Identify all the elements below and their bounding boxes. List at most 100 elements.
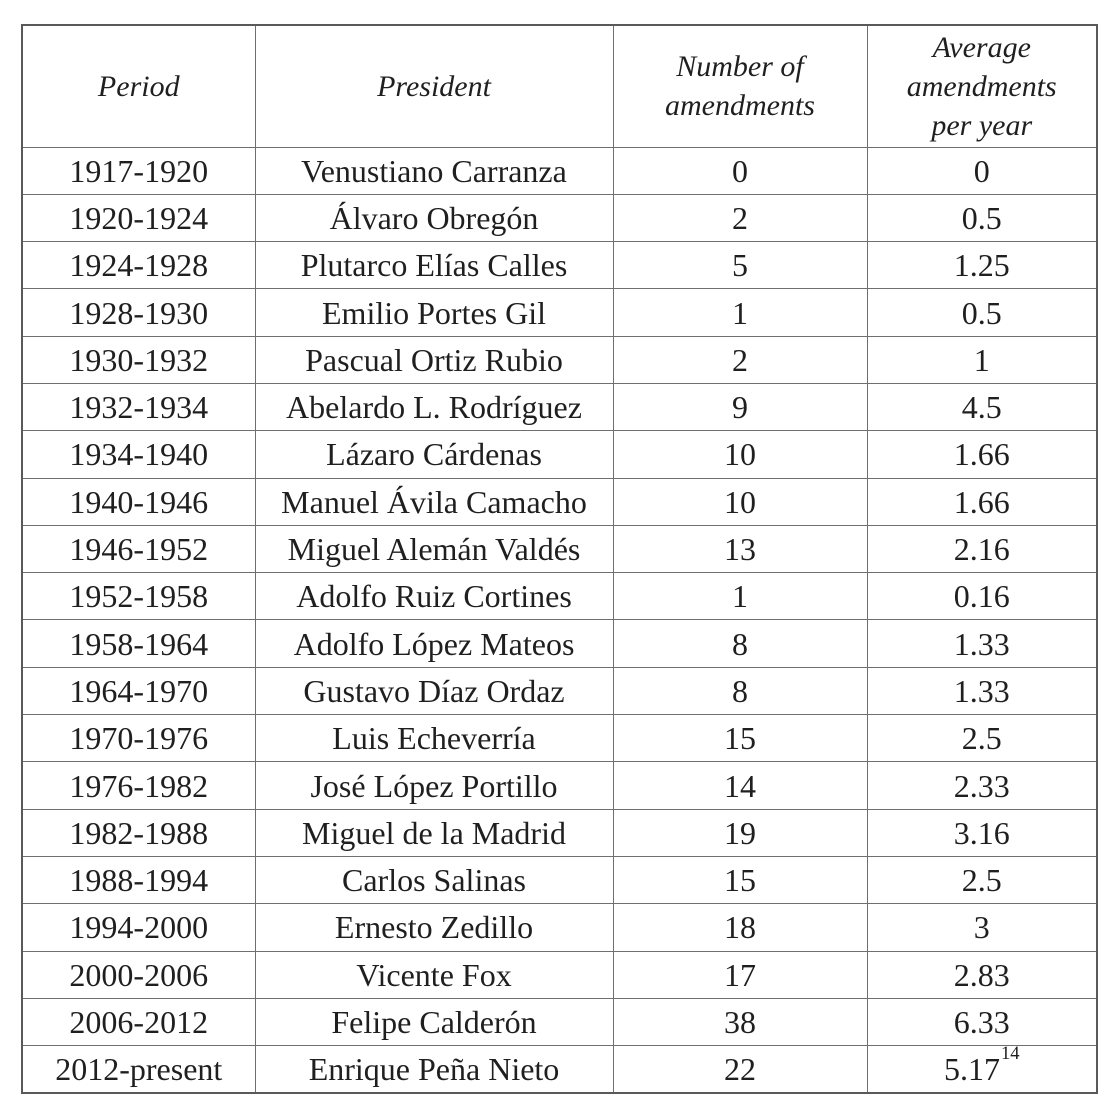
table-row: 1917-1920 Venustiano Carranza 0 0: [21, 146, 1098, 195]
table-row: 1988-1994 Carlos Salinas 15 2.5: [21, 855, 1098, 905]
average-cell: 0.5: [866, 288, 1098, 337]
president-cell: José López Portillo: [254, 761, 614, 810]
period-cell: 1934-1940: [21, 430, 256, 479]
table-row: 1940-1946 Manuel Ávila Camacho 10 1.66: [21, 477, 1098, 526]
amendments-cell: 22: [612, 1045, 868, 1094]
period-cell: 1940-1946: [21, 477, 256, 526]
amendments-cell: 14: [612, 761, 868, 810]
period-cell: 1994-2000: [21, 903, 256, 952]
table-row: 2012-present Enrique Peña Nieto 22 5.171…: [21, 1045, 1098, 1094]
period-cell: 1924-1928: [21, 241, 256, 290]
period-cell: 1932-1934: [21, 382, 256, 432]
president-cell: Enrique Peña Nieto: [254, 1045, 614, 1094]
table-row: 1930-1932 Pascual Ortiz Rubio 2 1: [21, 335, 1098, 384]
period-cell: 2012-present: [21, 1045, 256, 1094]
president-cell: Venustiano Carranza: [254, 146, 614, 195]
average-cell: 6.33: [866, 997, 1098, 1047]
amendments-cell: 15: [612, 714, 868, 763]
amendments-table: Period President Number of amendments Av…: [21, 24, 1098, 1094]
president-cell: Vicente Fox: [254, 950, 614, 999]
table-row: 2000-2006 Vicente Fox 17 2.83: [21, 950, 1098, 999]
period-cell: 1970-1976: [21, 714, 256, 763]
period-cell: 1917-1920: [21, 146, 256, 195]
president-cell: Carlos Salinas: [254, 855, 614, 905]
average-cell: 4.5: [866, 382, 1098, 432]
average-cell: 1.25: [866, 241, 1098, 290]
period-cell: 1928-1930: [21, 288, 256, 337]
header-president: President: [254, 24, 614, 148]
president-cell: Ernesto Zedillo: [254, 903, 614, 952]
president-cell: Plutarco Elías Calles: [254, 241, 614, 290]
table-row: 2006-2012 Felipe Calderón 38 6.33: [21, 997, 1098, 1047]
table-row: 1964-1970 Gustavo Díaz Ordaz 8 1.33: [21, 666, 1098, 716]
period-cell: 1964-1970: [21, 666, 256, 716]
table-row: 1946-1952 Miguel Alemán Valdés 13 2.16: [21, 524, 1098, 574]
header-number-of-amendments: Number of amendments: [612, 24, 868, 148]
average-cell: 0.5: [866, 193, 1098, 243]
president-cell: Luis Echeverría: [254, 714, 614, 763]
period-cell: 1988-1994: [21, 855, 256, 905]
president-cell: Miguel Alemán Valdés: [254, 524, 614, 574]
average-cell: 1.33: [866, 619, 1098, 668]
amendments-cell: 5: [612, 241, 868, 290]
amendments-cell: 17: [612, 950, 868, 999]
table-row: 1928-1930 Emilio Portes Gil 1 0.5: [21, 288, 1098, 337]
header-period: Period: [21, 24, 256, 148]
president-cell: Adolfo Ruiz Cortines: [254, 572, 614, 621]
amendments-cell: 2: [612, 335, 868, 384]
president-cell: Felipe Calderón: [254, 997, 614, 1047]
header-average-amendments-per-year: Average amendments per year: [866, 24, 1098, 148]
average-cell: 5.1714: [866, 1045, 1098, 1094]
period-cell: 1982-1988: [21, 808, 256, 857]
table-row: 1932-1934 Abelardo L. Rodríguez 9 4.5: [21, 382, 1098, 432]
amendments-cell: 1: [612, 288, 868, 337]
period-cell: 2000-2006: [21, 950, 256, 999]
table-row: 1952-1958 Adolfo Ruiz Cortines 1 0.16: [21, 572, 1098, 621]
average-cell: 3: [866, 903, 1098, 952]
president-cell: Álvaro Obregón: [254, 193, 614, 243]
average-cell: 2.5: [866, 855, 1098, 905]
footnote-marker: 14: [1000, 1045, 1020, 1065]
president-cell: Pascual Ortiz Rubio: [254, 335, 614, 384]
amendments-cell: 19: [612, 808, 868, 857]
table-row: 1958-1964 Adolfo López Mateos 8 1.33: [21, 619, 1098, 668]
table-row: 1934-1940 Lázaro Cárdenas 10 1.66: [21, 430, 1098, 479]
amendments-cell: 0: [612, 146, 868, 195]
president-cell: Gustavo Díaz Ordaz: [254, 666, 614, 716]
president-cell: Miguel de la Madrid: [254, 808, 614, 857]
president-cell: Manuel Ávila Camacho: [254, 477, 614, 526]
amendments-cell: 15: [612, 855, 868, 905]
table-row: 1982-1988 Miguel de la Madrid 19 3.16: [21, 808, 1098, 857]
president-cell: Emilio Portes Gil: [254, 288, 614, 337]
amendments-cell: 2: [612, 193, 868, 243]
average-cell: 0.16: [866, 572, 1098, 621]
amendments-cell: 38: [612, 997, 868, 1047]
header-row: Period President Number of amendments Av…: [21, 24, 1098, 148]
average-cell: 0: [866, 146, 1098, 195]
period-cell: 1930-1932: [21, 335, 256, 384]
period-cell: 1958-1964: [21, 619, 256, 668]
period-cell: 1952-1958: [21, 572, 256, 621]
amendments-cell: 10: [612, 430, 868, 479]
period-cell: 1946-1952: [21, 524, 256, 574]
amendments-cell: 10: [612, 477, 868, 526]
table-row: 1976-1982 José López Portillo 14 2.33: [21, 761, 1098, 810]
president-cell: Adolfo López Mateos: [254, 619, 614, 668]
amendments-cell: 18: [612, 903, 868, 952]
average-value: 5.17: [943, 1051, 1000, 1088]
amendments-cell: 9: [612, 382, 868, 432]
average-cell: 3.16: [866, 808, 1098, 857]
amendments-cell: 1: [612, 572, 868, 621]
average-cell: 2.16: [866, 524, 1098, 574]
average-cell: 2.5: [866, 714, 1098, 763]
period-cell: 1976-1982: [21, 761, 256, 810]
average-cell: 1.66: [866, 477, 1098, 526]
period-cell: 1920-1924: [21, 193, 256, 243]
amendments-cell: 13: [612, 524, 868, 574]
president-cell: Abelardo L. Rodríguez: [254, 382, 614, 432]
amendments-cell: 8: [612, 619, 868, 668]
average-cell: 2.83: [866, 950, 1098, 999]
table-row: 1920-1924 Álvaro Obregón 2 0.5: [21, 193, 1098, 243]
average-cell: 1.33: [866, 666, 1098, 716]
